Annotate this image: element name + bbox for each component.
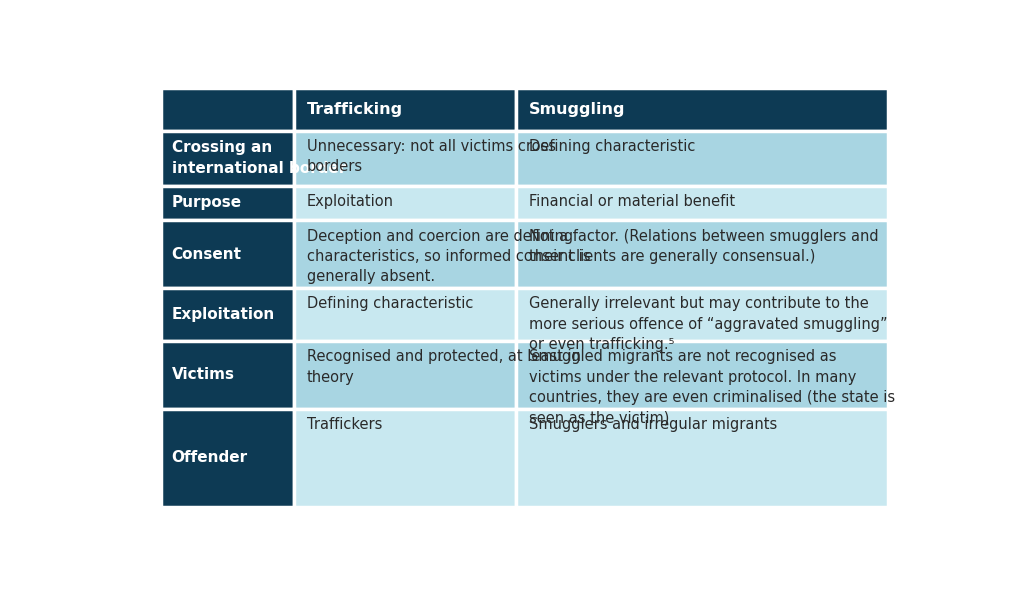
Text: Generally irrelevant but may contribute to the
more serious offence of “aggravat: Generally irrelevant but may contribute … — [528, 296, 888, 352]
Text: Not a factor. (Relations between smugglers and
their clients are generally conse: Not a factor. (Relations between smuggle… — [528, 229, 879, 264]
Bar — [162, 88, 294, 131]
Text: Financial or material benefit: Financial or material benefit — [528, 194, 735, 209]
Bar — [516, 409, 888, 507]
Bar — [516, 88, 888, 131]
Bar — [516, 220, 888, 288]
Bar — [162, 288, 294, 341]
Bar — [162, 341, 294, 409]
Text: Deception and coercion are defining
characteristics, so informed consent is
gene: Deception and coercion are defining char… — [307, 229, 591, 284]
Text: Smugglers and irregular migrants: Smugglers and irregular migrants — [528, 417, 777, 432]
Text: Defining characteristic: Defining characteristic — [528, 139, 695, 154]
Bar — [294, 131, 516, 186]
Text: Recognised and protected, at least in
theory: Recognised and protected, at least in th… — [307, 349, 581, 385]
Bar — [162, 220, 294, 288]
Text: Victims: Victims — [172, 368, 234, 382]
Text: Exploitation: Exploitation — [172, 307, 274, 322]
Text: Smuggling: Smuggling — [528, 102, 626, 117]
Text: Offender: Offender — [172, 451, 248, 465]
Bar — [516, 288, 888, 341]
Bar — [516, 341, 888, 409]
Text: Exploitation: Exploitation — [307, 194, 394, 209]
Bar — [162, 186, 294, 220]
Text: Purpose: Purpose — [172, 196, 242, 210]
Text: Smuggled migrants are not recognised as
victims under the relevant protocol. In : Smuggled migrants are not recognised as … — [528, 349, 895, 425]
Text: Crossing an
international border: Crossing an international border — [172, 140, 346, 176]
Bar — [294, 341, 516, 409]
Bar — [294, 220, 516, 288]
Bar — [294, 288, 516, 341]
Bar — [162, 131, 294, 186]
Bar — [162, 409, 294, 507]
Text: Unnecessary: not all victims cross
borders: Unnecessary: not all victims cross borde… — [307, 139, 556, 174]
Bar — [294, 88, 516, 131]
Bar — [516, 131, 888, 186]
Text: Consent: Consent — [172, 247, 242, 262]
Bar — [516, 186, 888, 220]
Bar — [294, 409, 516, 507]
Text: Trafficking: Trafficking — [307, 102, 403, 117]
Bar — [294, 186, 516, 220]
Text: Defining characteristic: Defining characteristic — [307, 296, 473, 312]
Text: Traffickers: Traffickers — [307, 417, 382, 432]
